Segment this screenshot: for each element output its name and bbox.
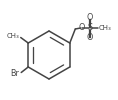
Text: O: O	[87, 34, 93, 42]
Text: O: O	[78, 24, 84, 32]
Text: O: O	[87, 14, 93, 22]
Text: S: S	[87, 24, 92, 32]
Text: Br: Br	[11, 70, 19, 78]
Text: CH₃: CH₃	[7, 33, 19, 39]
Text: CH₃: CH₃	[99, 25, 112, 31]
